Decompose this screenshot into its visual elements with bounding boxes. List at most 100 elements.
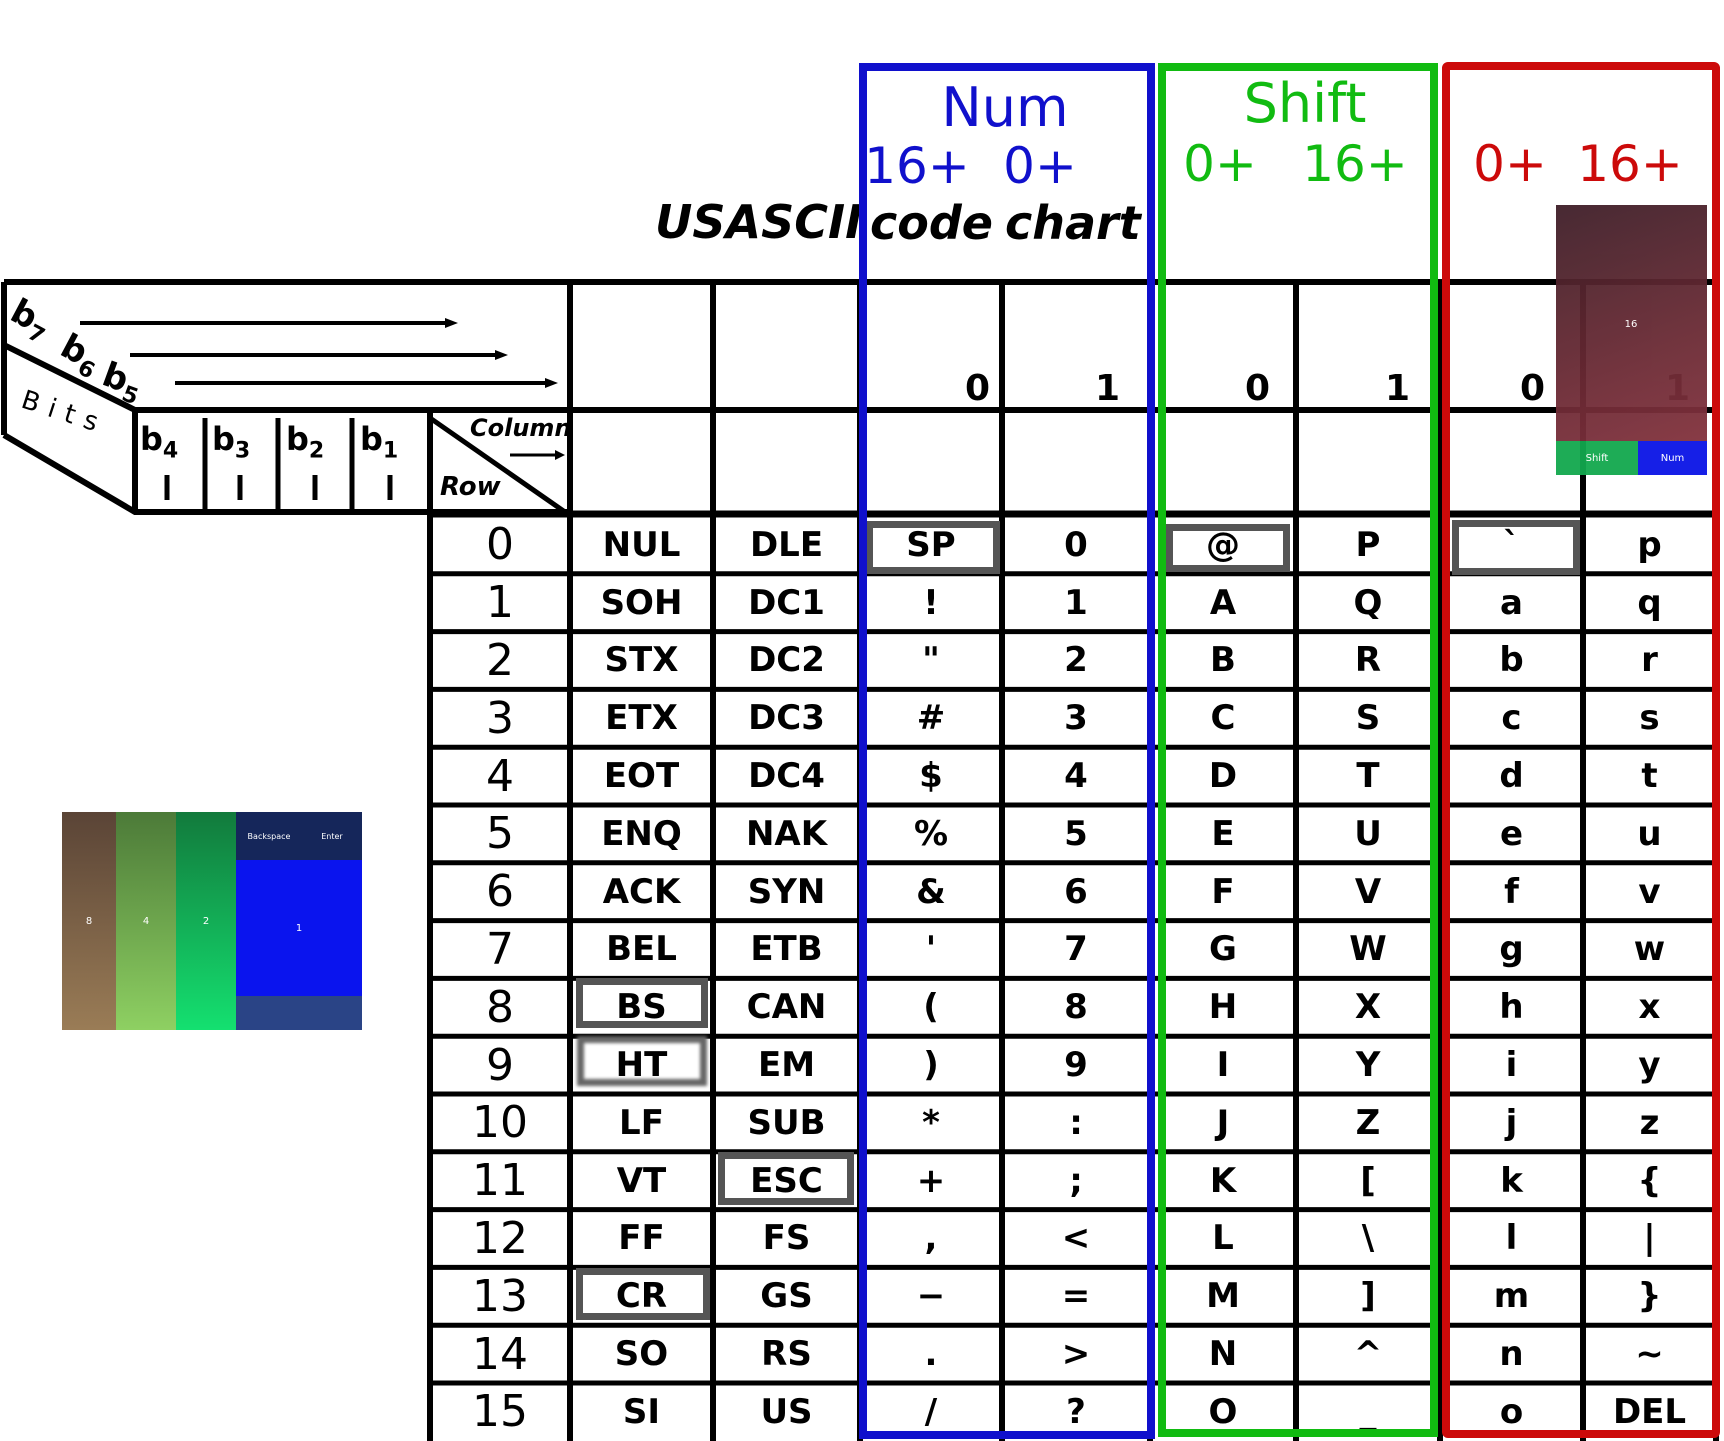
table-cell: SUB <box>747 1102 826 1143</box>
table-cell: ^ <box>1353 1334 1383 1375</box>
table-cell: b <box>1499 640 1524 681</box>
bit-b3: b3 <box>212 420 251 464</box>
table-cell: 4 <box>1064 756 1088 797</box>
table-cell: K <box>1209 1160 1237 1201</box>
mini-bottom-bar <box>236 996 362 1030</box>
table-cell: o <box>1499 1391 1524 1432</box>
table-cell: 6 <box>1064 871 1088 912</box>
table-cell: 1 <box>1064 582 1088 623</box>
col-bit-shift-1: 1 <box>1384 368 1410 409</box>
table-cell: Z <box>1355 1102 1381 1143</box>
table-cell: . <box>924 1334 938 1375</box>
row-label: Row <box>440 472 501 502</box>
table-cell: ( <box>923 987 939 1028</box>
table-cell: SYN <box>747 871 826 912</box>
row-number: 15 <box>472 1386 528 1438</box>
mini-key-16[interactable]: 16 <box>1624 318 1638 330</box>
table-cell: EM <box>757 1045 816 1086</box>
table-cell: k <box>1500 1160 1523 1201</box>
table-cell: ' <box>925 929 937 970</box>
shift-mode-sub-left: 0+ <box>1183 135 1257 193</box>
table-cell: m <box>1493 1276 1530 1317</box>
table-cell: EOT <box>603 756 680 797</box>
mini-key-4[interactable]: 4 <box>116 812 176 1030</box>
table-cell: SO <box>614 1334 669 1375</box>
table-cell: S <box>1355 698 1381 739</box>
table-cell: Q <box>1353 582 1383 623</box>
table-cell: I <box>1216 1045 1230 1086</box>
table-cell: e <box>1499 813 1524 854</box>
table-cell: j <box>1505 1102 1518 1143</box>
table-cell: VT <box>616 1160 667 1201</box>
table-cell: DEL <box>1612 1391 1687 1432</box>
table-cell: ETB <box>750 929 823 970</box>
column-label-code: code <box>870 196 993 250</box>
table-cell: O <box>1208 1391 1238 1432</box>
table-cell: CAN <box>746 987 827 1028</box>
table-cell: a <box>1500 582 1523 623</box>
table-cell: T <box>1356 756 1380 797</box>
table-cell: DC2 <box>748 640 825 681</box>
table-cell: $ <box>919 756 943 797</box>
highlight-esc <box>718 1152 854 1205</box>
row-number: 8 <box>486 981 514 1033</box>
table-cell: ? <box>1066 1391 1086 1432</box>
row-number: 1 <box>486 577 514 629</box>
table-cell: SI <box>622 1391 661 1432</box>
num-mode-sub-left: 16+ <box>864 137 970 195</box>
table-cell: 7 <box>1064 929 1088 970</box>
mini-key-2[interactable]: 2 <box>176 812 236 1030</box>
table-cell: { <box>1637 1160 1662 1201</box>
table-cell: V <box>1354 871 1382 912</box>
mini-key-1[interactable]: 1 <box>236 860 362 996</box>
mini-key-8[interactable]: 8 <box>62 812 116 1030</box>
shift-mode-title: Shift <box>1243 72 1367 135</box>
table-cell: SOH <box>600 582 683 623</box>
table-cell: ACK <box>602 871 681 912</box>
table-cell: C <box>1210 698 1236 739</box>
table-cell: ~ <box>1635 1334 1664 1375</box>
table-cell: n <box>1499 1334 1524 1375</box>
table-cell: FS <box>762 1218 811 1259</box>
table-cell: H <box>1208 987 1238 1028</box>
shift-mode-sub-right: 16+ <box>1302 135 1408 193</box>
table-cell: ` <box>1503 524 1520 565</box>
table-cell: i <box>1505 1045 1518 1086</box>
table-cell: f <box>1504 871 1519 912</box>
row-number: 7 <box>486 923 514 975</box>
bit-b1: b1 <box>360 420 399 464</box>
col-bit-num-0: 0 <box>964 368 990 409</box>
row-number: 6 <box>486 866 514 918</box>
table-cell: | <box>1643 1218 1656 1259</box>
mini-key-enter[interactable]: Enter <box>302 812 362 860</box>
table-cell: W <box>1349 929 1387 970</box>
table-cell: − <box>916 1276 946 1317</box>
table-cell: DC4 <box>748 756 825 797</box>
mini-key-num[interactable]: Num <box>1638 441 1707 475</box>
table-cell: DLE <box>749 524 824 565</box>
table-cell: J <box>1216 1102 1230 1143</box>
table-cell: X <box>1354 987 1382 1028</box>
table-cell: G <box>1209 929 1237 970</box>
row-number: 12 <box>472 1212 528 1264</box>
column-label: Column <box>470 414 572 442</box>
table-cell: y <box>1638 1045 1661 1086</box>
table-cell: h <box>1499 987 1524 1028</box>
row-number: 11 <box>472 1155 528 1207</box>
table-cell: g <box>1499 929 1524 970</box>
highlight-bs <box>576 978 708 1028</box>
table-cell: s <box>1639 698 1660 739</box>
table-cell: q <box>1637 582 1662 623</box>
table-cell: r <box>1641 640 1658 681</box>
table-cell: E <box>1211 813 1235 854</box>
table-cell: t <box>1641 756 1658 797</box>
mini-key-backspace[interactable]: Backspace <box>236 812 302 860</box>
row-number: 0 <box>486 519 514 571</box>
table-cell: F <box>1211 871 1235 912</box>
table-cell: A <box>1209 582 1237 623</box>
table-cell: FF <box>618 1218 665 1259</box>
table-cell: ; <box>1069 1160 1083 1201</box>
mini-key-shift[interactable]: Shift <box>1556 441 1638 475</box>
table-cell: x <box>1638 987 1661 1028</box>
table-cell: HT <box>615 1045 668 1086</box>
